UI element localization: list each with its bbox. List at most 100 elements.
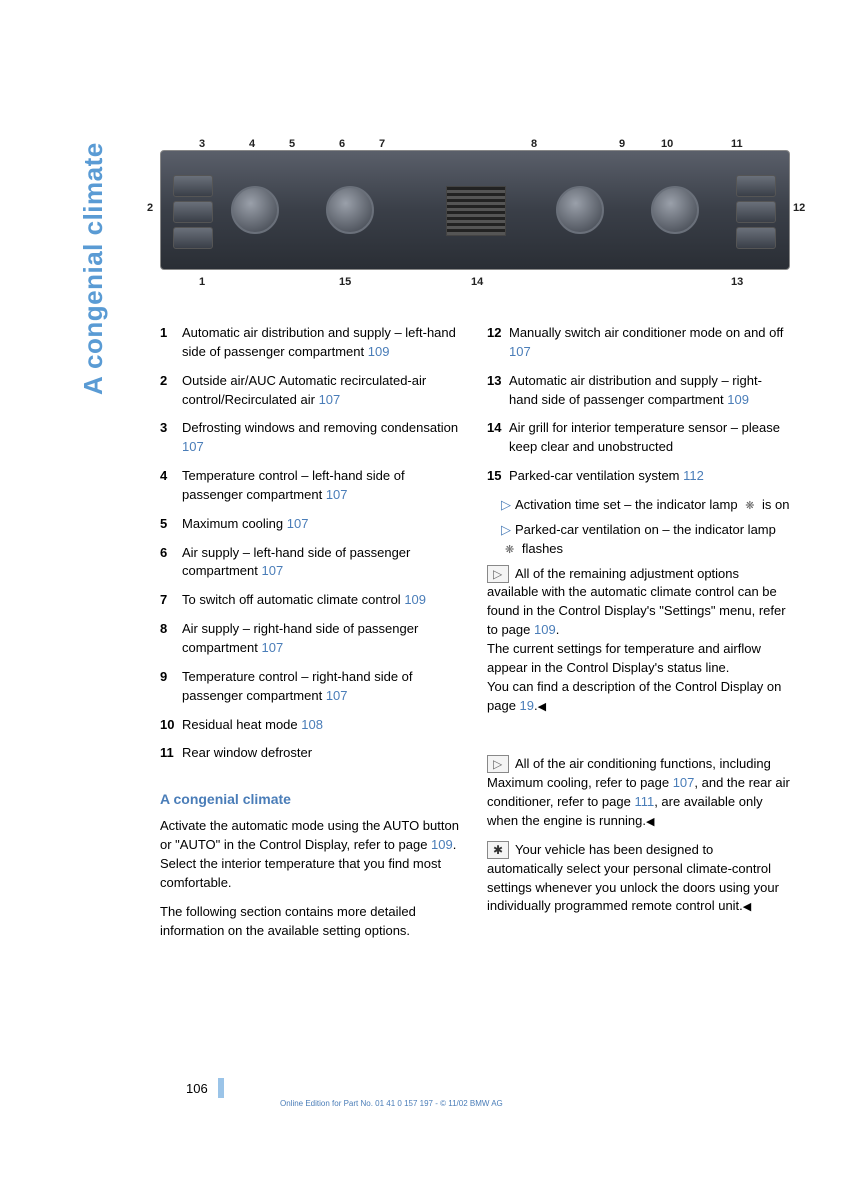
note-3: Your vehicle has been designed to automa… <box>487 841 790 916</box>
callout-9: 9 <box>619 137 625 153</box>
sub-item-2: ▷Parked-car ventilation on – the indicat… <box>487 521 790 559</box>
num: 12 <box>487 324 509 362</box>
num: 5 <box>160 515 182 534</box>
page-link[interactable]: 108 <box>301 717 323 732</box>
num: 3 <box>160 419 182 457</box>
item-11: 11Rear window defroster <box>160 744 463 763</box>
end-marker-icon: ◀ <box>538 701 546 713</box>
callout-14: 14 <box>471 275 483 291</box>
num: 4 <box>160 467 182 505</box>
item-9: 9Temperature control – right-hand side o… <box>160 668 463 706</box>
text: Rear window defroster <box>182 744 463 763</box>
page-link[interactable]: 107 <box>326 688 348 703</box>
footer-text: Online Edition for Part No. 01 41 0 157 … <box>280 1098 503 1110</box>
page-link[interactable]: 111 <box>634 794 654 809</box>
num: 1 <box>160 324 182 362</box>
page-link[interactable]: 109 <box>534 622 556 637</box>
item-7: 7To switch off automatic climate control… <box>160 591 463 610</box>
text: Automatic air distribution and supply – … <box>182 324 463 362</box>
item-14: 14Air grill for interior temperature sen… <box>487 419 790 457</box>
page-link[interactable]: 107 <box>182 439 204 454</box>
sub-item-1: ▷Activation time set – the indicator lam… <box>487 496 790 515</box>
text: Temperature control – left-hand side of … <box>182 467 463 505</box>
text: Manually switch air conditioner mode on … <box>509 324 790 362</box>
text: Defrosting windows and removing condensa… <box>182 419 463 457</box>
num: 7 <box>160 591 182 610</box>
page-link[interactable]: 107 <box>319 392 341 407</box>
callout-11: 11 <box>731 137 743 153</box>
climate-panel-diagram: 3 4 5 6 7 8 9 10 11 2 12 1 15 14 13 <box>160 150 790 270</box>
num: 13 <box>487 372 509 410</box>
fan-icon: ❋ <box>505 544 514 556</box>
text: Parked-car ventilation system 112 <box>509 467 790 486</box>
page-link[interactable]: 109 <box>727 392 749 407</box>
end-marker-icon: ◀ <box>646 816 654 828</box>
callout-5: 5 <box>289 137 295 153</box>
page-number: 106 <box>186 1080 208 1099</box>
callout-15: 15 <box>339 275 351 291</box>
callout-8: 8 <box>531 137 537 153</box>
text: Automatic air distribution and supply – … <box>509 372 790 410</box>
callout-13: 13 <box>731 275 743 291</box>
right-column: 12Manually switch air conditioner mode o… <box>487 324 790 951</box>
num: 14 <box>487 419 509 457</box>
page-link[interactable]: 109 <box>404 592 426 607</box>
page-content: 3 4 5 6 7 8 9 10 11 2 12 1 15 14 13 1Aut… <box>100 150 790 951</box>
left-column: 1Automatic air distribution and supply –… <box>160 324 463 951</box>
num: 9 <box>160 668 182 706</box>
callout-12: 12 <box>793 201 805 217</box>
num: 15 <box>487 467 509 486</box>
para-1: Activate the automatic mode using the AU… <box>160 817 463 892</box>
text: Residual heat mode 108 <box>182 716 463 735</box>
text: To switch off automatic climate control … <box>182 591 463 610</box>
legend-columns: 1Automatic air distribution and supply –… <box>160 324 790 951</box>
page-number-bar <box>218 1078 224 1098</box>
item-13: 13Automatic air distribution and supply … <box>487 372 790 410</box>
page-link[interactable]: 107 <box>673 775 695 790</box>
note-2: All of the air conditioning functions, i… <box>487 755 790 830</box>
page-link[interactable]: 19 <box>520 698 534 713</box>
num: 6 <box>160 544 182 582</box>
section-heading: A congenial climate <box>160 789 463 809</box>
text: Temperature control – right-hand side of… <box>182 668 463 706</box>
note-arrow-icon <box>487 565 509 583</box>
callout-3: 3 <box>199 137 205 153</box>
item-1: 1Automatic air distribution and supply –… <box>160 324 463 362</box>
callout-10: 10 <box>661 137 673 153</box>
item-8: 8Air supply – right-hand side of passeng… <box>160 620 463 658</box>
note-arrow-icon <box>487 755 509 773</box>
page-link[interactable]: 109 <box>368 344 390 359</box>
page-link[interactable]: 107 <box>262 640 284 655</box>
item-4: 4Temperature control – left-hand side of… <box>160 467 463 505</box>
para-2: The following section contains more deta… <box>160 903 463 941</box>
item-12: 12Manually switch air conditioner mode o… <box>487 324 790 362</box>
page-link[interactable]: 107 <box>509 344 531 359</box>
item-15: 15Parked-car ventilation system 112 <box>487 467 790 486</box>
item-10: 10Residual heat mode 108 <box>160 716 463 735</box>
text: Air grill for interior temperature senso… <box>509 419 790 457</box>
end-marker-icon: ◀ <box>743 901 751 913</box>
callout-7: 7 <box>379 137 385 153</box>
text: Outside air/AUC Automatic recirculated-a… <box>182 372 463 410</box>
item-3: 3Defrosting windows and removing condens… <box>160 419 463 457</box>
callout-1: 1 <box>199 275 205 291</box>
num: 11 <box>160 744 182 763</box>
triangle-icon: ▷ <box>501 497 511 512</box>
item-2: 2Outside air/AUC Automatic recirculated-… <box>160 372 463 410</box>
callout-2: 2 <box>147 201 153 217</box>
note-person-icon <box>487 841 509 859</box>
text: Maximum cooling 107 <box>182 515 463 534</box>
num: 8 <box>160 620 182 658</box>
page-link[interactable]: 109 <box>431 837 453 852</box>
text: Air supply – right-hand side of passenge… <box>182 620 463 658</box>
note-1: All of the remaining adjustment options … <box>487 565 790 716</box>
page-link[interactable]: 107 <box>326 487 348 502</box>
num: 10 <box>160 716 182 735</box>
page-link[interactable]: 107 <box>262 563 284 578</box>
callout-4: 4 <box>249 137 255 153</box>
page-link[interactable]: 112 <box>683 468 704 483</box>
page-link[interactable]: 107 <box>287 516 309 531</box>
text: Air supply – left-hand side of passenger… <box>182 544 463 582</box>
fan-icon: ❋ <box>745 500 754 512</box>
num: 2 <box>160 372 182 410</box>
